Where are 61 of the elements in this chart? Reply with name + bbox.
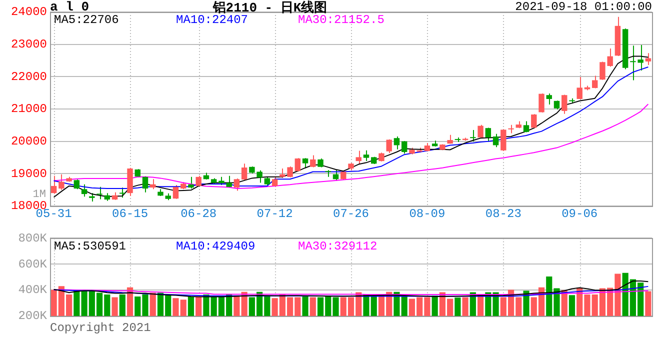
candlestick [562, 94, 568, 114]
candlestick [74, 178, 80, 190]
candlestick [142, 176, 148, 193]
candlestick [576, 76, 582, 100]
text: MA5:22706 [54, 13, 119, 28]
candlestick [531, 114, 537, 129]
y-tick-label: 23000 [10, 38, 47, 52]
candlestick [592, 75, 598, 89]
x-tick-label: 06-28 [180, 207, 217, 222]
candlestick [478, 124, 484, 138]
candlestick [363, 150, 370, 162]
y-tick-label: 20000 [10, 134, 47, 149]
candlestick [645, 52, 652, 66]
candlestick [401, 140, 408, 154]
text: MA30:21152.5 [298, 13, 384, 28]
text: MA10:429409 [176, 239, 256, 254]
text: MA5:530591 [54, 239, 126, 254]
x-tick-label: 09-06 [562, 207, 598, 222]
annotation: 2021-09-18 01:00:00 [515, 0, 652, 14]
text: MA30:329112 [298, 239, 378, 254]
candlestick [302, 158, 308, 169]
y-tick-label: 200K [18, 309, 48, 324]
candlestick [546, 92, 552, 105]
candlestick [96, 186, 102, 200]
text: MA10:22407 [176, 13, 248, 28]
candlestick [81, 184, 88, 198]
x-tick-label: 07-26 [332, 207, 370, 222]
y-tick-label: 24000 [10, 5, 47, 20]
candlestick [394, 136, 400, 150]
candlestick [523, 120, 530, 133]
y-tick-label: 19000 [10, 166, 47, 181]
candlestick [196, 175, 202, 188]
x-tick-label: 08-09 [409, 207, 446, 222]
text: 1M [32, 188, 46, 201]
candlestick [386, 138, 392, 154]
candlestick [356, 150, 362, 164]
x-tick-label: 08-23 [485, 207, 522, 222]
y-tick-label: 600K [18, 257, 48, 272]
candlestick [485, 127, 492, 142]
candlestick [120, 187, 126, 198]
text: Copyright 2021 [50, 321, 151, 336]
candlestick [188, 176, 194, 190]
annotation: a l 0 [50, 0, 90, 14]
y-tick-label: 400K [18, 283, 48, 298]
x-tick-label: 06-15 [112, 207, 148, 222]
candlestick [294, 158, 301, 172]
candlestick [58, 174, 64, 190]
candlestick [470, 130, 476, 142]
candlestick [234, 178, 240, 192]
candlestick [492, 133, 499, 148]
chart-title: 铝2110 - 日K线图 [212, 0, 328, 16]
y-tick-label: 800K [18, 231, 48, 246]
x-tick-label: 07-12 [256, 207, 293, 222]
candlestick [272, 176, 278, 188]
candlestick [50, 175, 57, 194]
y-tick-label: 21000 [10, 102, 47, 116]
y-tick-label: 22000 [10, 70, 47, 84]
candlestick [241, 163, 248, 181]
candlestick [172, 184, 179, 200]
candlestick [500, 128, 506, 152]
candlestick [538, 92, 544, 114]
